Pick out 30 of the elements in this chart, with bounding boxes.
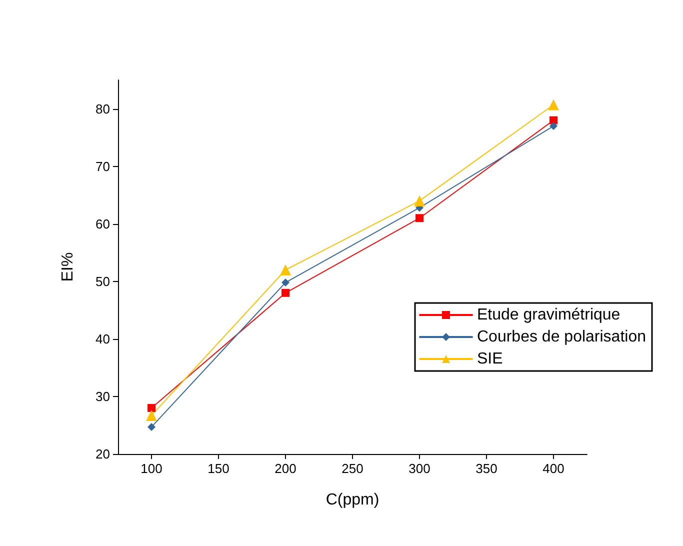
point — [550, 122, 558, 130]
y-tick-label: 50 — [96, 274, 110, 289]
x-axis-title: C(ppm) — [326, 492, 380, 508]
point — [550, 116, 558, 124]
legend-label: Etude gravimétrique — [477, 306, 620, 324]
legend-label: SIE — [477, 350, 503, 368]
x-tick-label: 150 — [208, 461, 230, 476]
x-tick-label: 250 — [342, 461, 364, 476]
y-axis-title: EI% — [60, 252, 76, 282]
x-tick-label: 350 — [476, 461, 498, 476]
y-tick-label: 60 — [96, 216, 110, 232]
point — [548, 99, 559, 110]
x-tick-label: 100 — [140, 461, 162, 476]
y-tick-label: 30 — [96, 388, 110, 404]
point — [282, 278, 290, 287]
y-tick-label: 20 — [96, 446, 110, 462]
y-tick-label: 70 — [96, 158, 110, 174]
x-tick-label: 400 — [542, 461, 564, 476]
point — [414, 195, 425, 206]
x-tick-label: 200 — [274, 461, 296, 476]
point — [148, 422, 156, 431]
point — [148, 404, 156, 412]
legend-label: Courbes de polarisation — [477, 328, 646, 346]
point — [416, 214, 424, 222]
y-tick-label: 40 — [96, 331, 110, 346]
point — [280, 264, 291, 276]
y-tick-label: 80 — [96, 101, 110, 116]
x-tick-label: 300 — [408, 461, 430, 476]
point — [282, 288, 290, 297]
point — [146, 410, 157, 421]
